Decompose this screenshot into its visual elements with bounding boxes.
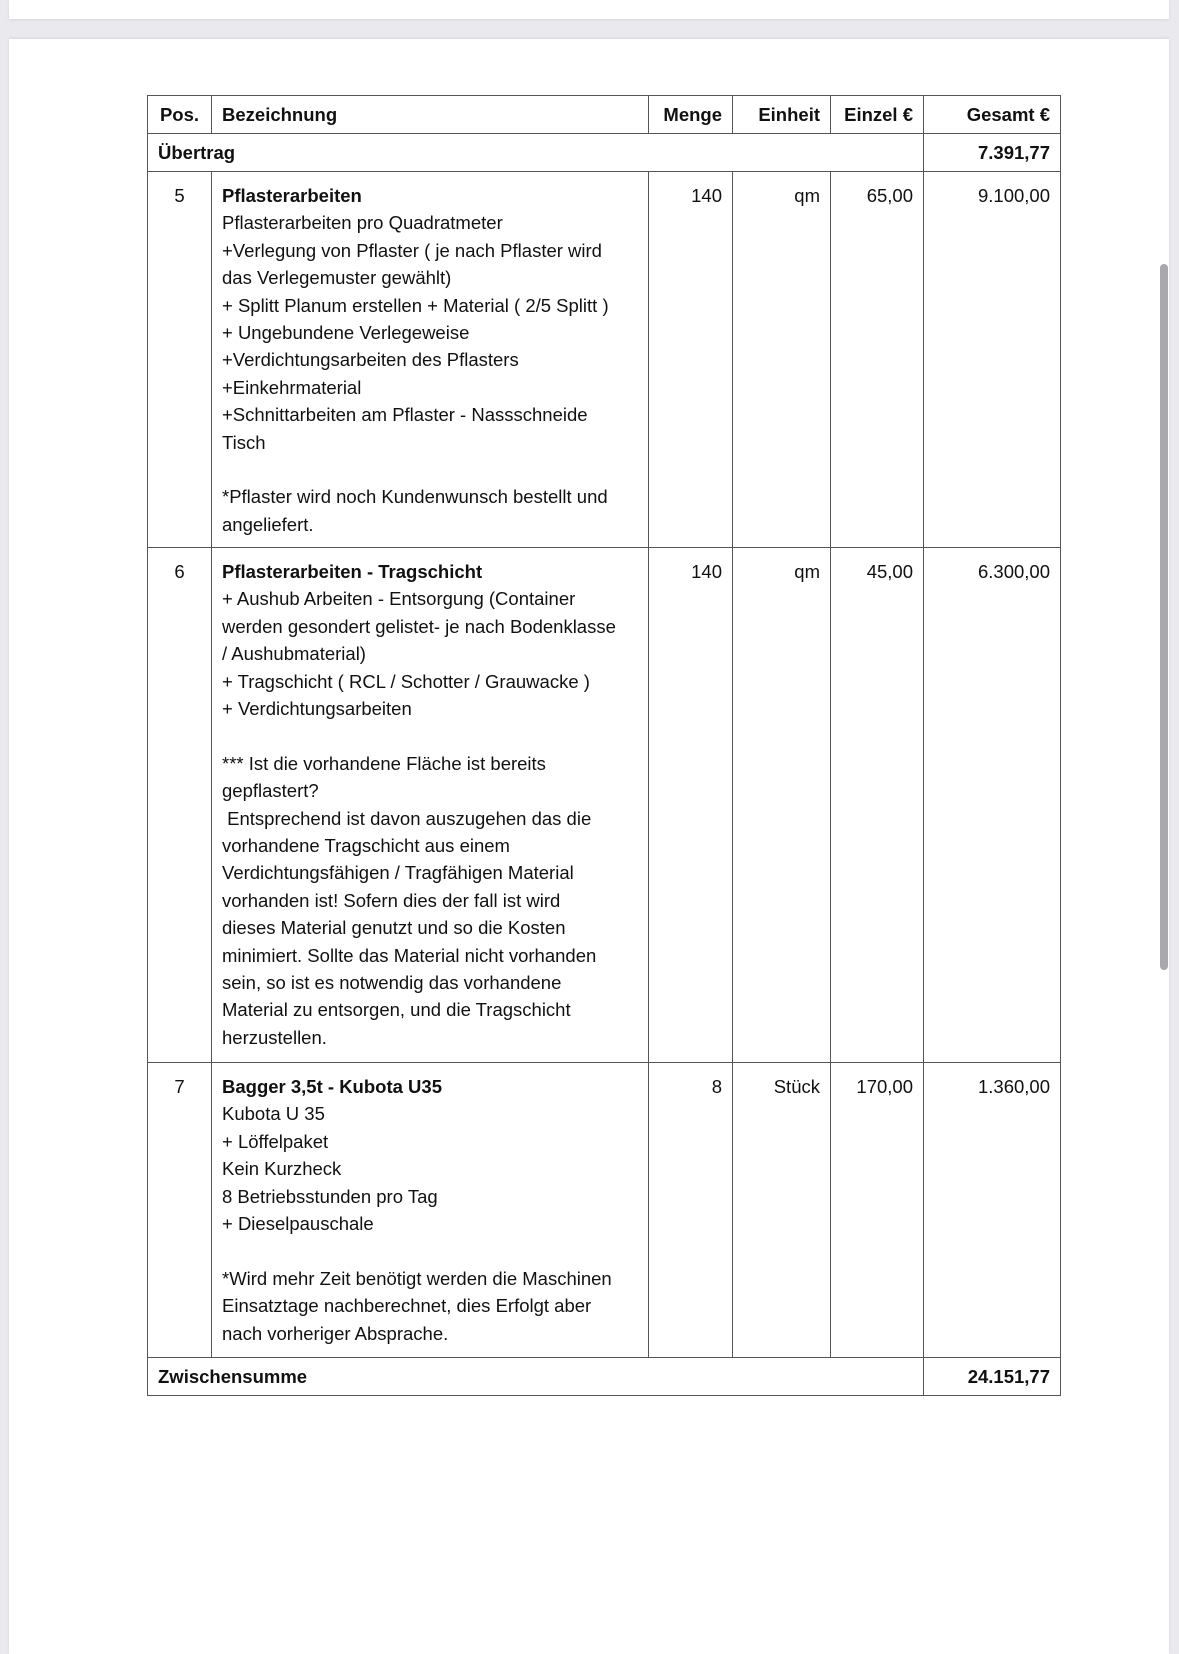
row-menge: 140 xyxy=(648,547,733,1063)
header-bezeichnung: Bezeichnung xyxy=(211,95,649,134)
description-line: + Dieselpauschale xyxy=(222,1213,374,1235)
description-line: +Verdichtungsarbeiten des Pflasters xyxy=(222,349,519,371)
description-line: 8 Betriebsstunden pro Tag xyxy=(222,1185,438,1207)
description-line: Tisch xyxy=(222,431,266,453)
row-description: Pflasterarbeiten - Tragschicht + Aushub A… xyxy=(211,547,649,1063)
zwischensumme-label: Zwischensumme xyxy=(147,1357,924,1396)
description-line: Kubota U 35 xyxy=(222,1103,325,1125)
zwischensumme-value: 24.151,77 xyxy=(923,1357,1061,1396)
header-gesamt: Gesamt € xyxy=(923,95,1061,134)
row-title: Pflasterarbeiten - Tragschicht xyxy=(222,561,483,582)
row-pos: 7 xyxy=(147,1062,212,1358)
table-row: 5 Pflasterarbeiten Pflasterarbeiten pro Qu… xyxy=(147,171,1061,548)
description-line: vorhanden ist! Sofern dies der fall ist … xyxy=(222,889,561,911)
scrollbar[interactable] xyxy=(1160,264,1168,970)
description-line: + Aushub Arbeiten - Entsorgung (Containe… xyxy=(222,588,576,610)
row-gesamt: 6.300,00 xyxy=(923,547,1061,1063)
description-line: angeliefert. xyxy=(222,513,314,535)
row-einzel: 45,00 xyxy=(830,547,924,1063)
description-line: / Aushubmaterial) xyxy=(222,643,366,665)
uebertrag-label: Übertrag xyxy=(147,133,924,172)
description-line: Pflasterarbeiten pro Quadratmeter xyxy=(222,212,503,234)
description-line: Verdichtungsfähigen / Tragfähigen Materi… xyxy=(222,862,574,884)
description-line: + Löffelpaket xyxy=(222,1130,329,1152)
description-line: herzustellen. xyxy=(222,1026,327,1048)
description-line xyxy=(222,1237,638,1264)
row-title: Pflasterarbeiten xyxy=(222,185,362,206)
description-line: vorhandene Tragschicht aus einem xyxy=(222,835,510,857)
zwischensumme-row: Zwischensumme 24.151,77 xyxy=(147,1357,1061,1396)
description-line: sein, so ist es notwendig das vorhandene xyxy=(222,972,562,994)
description-line: das Verlegemuster gewählt) xyxy=(222,267,452,289)
row-pos: 6 xyxy=(147,547,212,1063)
row-gesamt: 1.360,00 xyxy=(923,1062,1061,1358)
description-line: + Ungebundene Verlegeweise xyxy=(222,322,470,344)
header-menge: Menge xyxy=(648,95,733,134)
description-line: Material zu entsorgen, und die Tragschic… xyxy=(222,999,571,1021)
table-header: Pos. Bezeichnung Menge Einheit Einzel € … xyxy=(147,95,1061,134)
header-einzel: Einzel € xyxy=(830,95,924,134)
description-line: *Wird mehr Zeit benötigt werden die Masc… xyxy=(222,1267,612,1289)
header-pos: Pos. xyxy=(147,95,212,134)
description-line: Entsprechend ist davon auszugehen das di… xyxy=(222,807,592,829)
row-menge: 140 xyxy=(648,171,733,548)
row-pos: 5 xyxy=(147,171,212,548)
description-line: *Pflaster wird noch Kundenwunsch bestell… xyxy=(222,486,608,508)
description-line: minimiert. Sollte das Material nicht vor… xyxy=(222,944,597,966)
description-line: +Verlegung von Pflaster ( je nach Pflast… xyxy=(222,239,602,261)
previous-page xyxy=(9,0,1169,19)
row-title: Bagger 3,5t - Kubota U35 xyxy=(222,1076,442,1097)
description-line xyxy=(222,722,638,749)
row-menge: 8 xyxy=(648,1062,733,1358)
description-line: *** Ist die vorhandene Fläche ist bereit… xyxy=(222,752,546,774)
table-row: 6 Pflasterarbeiten - Tragschicht + Aushub … xyxy=(147,547,1061,1063)
description-line: + Tragschicht ( RCL / Schotter / Grauwac… xyxy=(222,670,590,692)
description-line: +Einkehrmaterial xyxy=(222,376,362,398)
description-line: + Verdichtungsarbeiten xyxy=(222,698,412,720)
row-einzel: 170,00 xyxy=(830,1062,924,1358)
description-line: gepflastert? xyxy=(222,780,319,802)
description-line: Einsatztage nachberechnet, dies Erfolgt … xyxy=(222,1295,592,1317)
row-einheit: qm xyxy=(732,547,831,1063)
uebertrag-value: 7.391,77 xyxy=(923,133,1061,172)
table-row: 7 Bagger 3,5t - Kubota U35 Kubota U 35 + Lö… xyxy=(147,1062,1061,1358)
row-einheit: qm xyxy=(732,171,831,548)
row-description: Bagger 3,5t - Kubota U35 Kubota U 35 + Löf… xyxy=(211,1062,649,1358)
row-einheit: Stück xyxy=(732,1062,831,1358)
invoice-table: Pos. Bezeichnung Menge Einheit Einzel € … xyxy=(147,95,1061,1396)
header-einheit: Einheit xyxy=(732,95,831,134)
description-line: Kein Kurzheck xyxy=(222,1158,342,1180)
description-line: + Splitt Planum erstellen + Material ( 2… xyxy=(222,294,609,316)
row-gesamt: 9.100,00 xyxy=(923,171,1061,548)
description-line: nach vorheriger Absprache. xyxy=(222,1322,449,1344)
row-einzel: 65,00 xyxy=(830,171,924,548)
uebertrag-row: Übertrag 7.391,77 xyxy=(147,133,1061,172)
description-line: werden gesondert gelistet- je nach Boden… xyxy=(222,615,616,637)
description-line: dieses Material genutzt und so die Koste… xyxy=(222,917,566,939)
description-line xyxy=(222,456,638,483)
row-description: Pflasterarbeiten Pflasterarbeiten pro Qua… xyxy=(211,171,649,548)
description-line: +Schnittarbeiten am Pflaster - Nassschne… xyxy=(222,404,588,426)
